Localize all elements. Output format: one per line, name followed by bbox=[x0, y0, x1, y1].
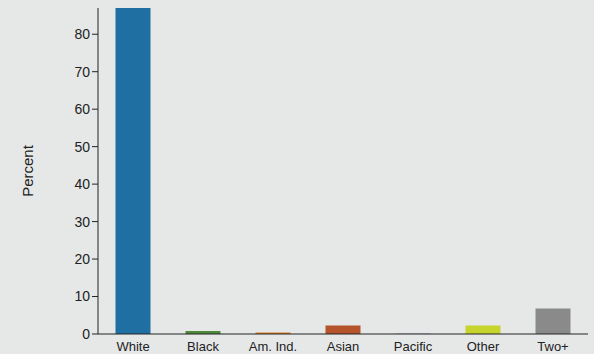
svg-text:0: 0 bbox=[82, 326, 90, 342]
svg-text:80: 80 bbox=[74, 26, 90, 42]
svg-text:40: 40 bbox=[74, 176, 90, 192]
svg-text:50: 50 bbox=[74, 139, 90, 155]
svg-text:Percent: Percent bbox=[19, 144, 36, 197]
svg-text:Am. Ind.: Am. Ind. bbox=[249, 339, 297, 354]
svg-text:Two+: Two+ bbox=[537, 339, 568, 354]
svg-text:Other: Other bbox=[467, 339, 500, 354]
svg-text:Black: Black bbox=[187, 339, 219, 354]
svg-text:60: 60 bbox=[74, 101, 90, 117]
svg-text:Pacific: Pacific bbox=[394, 339, 433, 354]
svg-text:70: 70 bbox=[74, 64, 90, 80]
svg-text:10: 10 bbox=[74, 288, 90, 304]
svg-text:White: White bbox=[116, 339, 149, 354]
svg-text:20: 20 bbox=[74, 251, 90, 267]
svg-text:Asian: Asian bbox=[327, 339, 360, 354]
svg-text:30: 30 bbox=[74, 214, 90, 230]
